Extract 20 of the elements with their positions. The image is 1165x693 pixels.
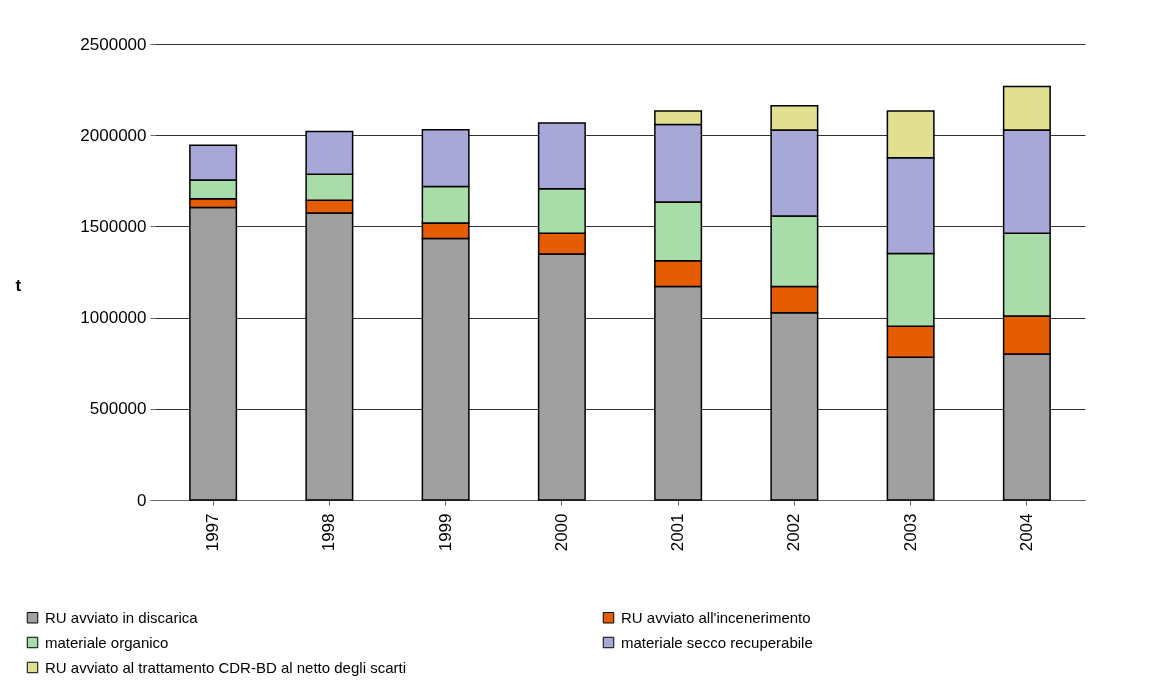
x-tick-label: 2002 bbox=[784, 513, 804, 552]
y-tick-label: 1500000 bbox=[80, 216, 147, 236]
y-tick-label: 1000000 bbox=[80, 308, 147, 328]
y-axis-title: t bbox=[15, 275, 22, 295]
x-tick-label: 1997 bbox=[203, 513, 223, 552]
legend-label: RU avviato all'incenerimento bbox=[621, 608, 811, 626]
legend-label: RU avviato in discarica bbox=[45, 608, 199, 626]
x-tick-label: 2004 bbox=[1016, 513, 1036, 552]
legend-label: materiale secco recuperabile bbox=[621, 633, 813, 651]
x-tick-label: 1999 bbox=[435, 513, 455, 552]
x-tick-label: 2000 bbox=[551, 513, 571, 552]
legend-label: materiale organico bbox=[45, 633, 169, 651]
x-tick-label: 2001 bbox=[668, 513, 688, 552]
legend-label: RU avviato al trattamento CDR-BD al netto degli scarti bbox=[45, 658, 406, 676]
y-tick-label: 500000 bbox=[89, 399, 147, 419]
y-tick-label: 0 bbox=[137, 490, 147, 510]
y-tick-label: 2000000 bbox=[80, 125, 147, 145]
x-tick-label: 1998 bbox=[319, 513, 339, 552]
y-tick-label: 2500000 bbox=[80, 34, 147, 54]
x-tick-label: 2003 bbox=[900, 513, 920, 552]
